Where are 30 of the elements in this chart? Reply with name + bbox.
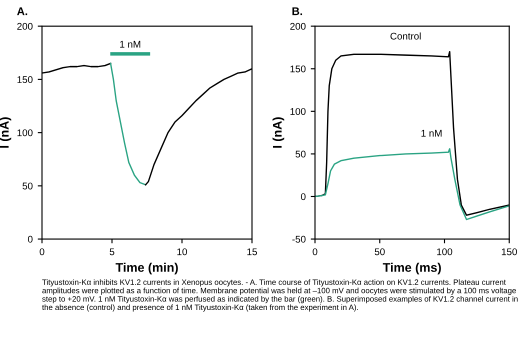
y-tick-label: 200 [290, 22, 306, 30]
x-tick-label: 10 [177, 248, 188, 256]
y-tick-label: 200 [17, 22, 33, 30]
x-tick-label: 15 [247, 248, 257, 256]
y-tick-label: 100 [290, 108, 306, 115]
x-axis-title: Time (ms) [382, 262, 441, 274]
chart-title: A. [17, 7, 28, 16]
series-label: Control [390, 32, 421, 40]
y-tick-label: 100 [17, 129, 33, 136]
x-tick-label: 100 [437, 248, 452, 256]
y-tick-label: 150 [290, 65, 306, 72]
y-axis-title: I (nA) [0, 117, 12, 148]
y-tick-label: -50 [292, 236, 306, 243]
x-tick-label: 150 [502, 248, 517, 256]
y-axis-title: I (nA) [272, 117, 284, 148]
x-axis-title: Time (min) [116, 262, 178, 274]
y-tick-label: 50 [296, 150, 306, 158]
y-tick-label: 0 [300, 193, 306, 200]
y-tick-label: 0 [28, 236, 33, 243]
line-series [315, 148, 510, 220]
x-tick-label: 0 [312, 248, 318, 256]
y-tick-label: 150 [17, 76, 33, 84]
x-tick-label: 50 [374, 248, 385, 256]
series-label: 1 nM [120, 40, 140, 48]
line-series [110, 62, 146, 186]
y-tick-label: 50 [22, 182, 33, 190]
chart-title: B. [292, 7, 302, 16]
series-label: 1 nM [421, 130, 442, 137]
x-tick-label: 5 [110, 248, 114, 256]
x-tick-label: 0 [40, 248, 44, 256]
